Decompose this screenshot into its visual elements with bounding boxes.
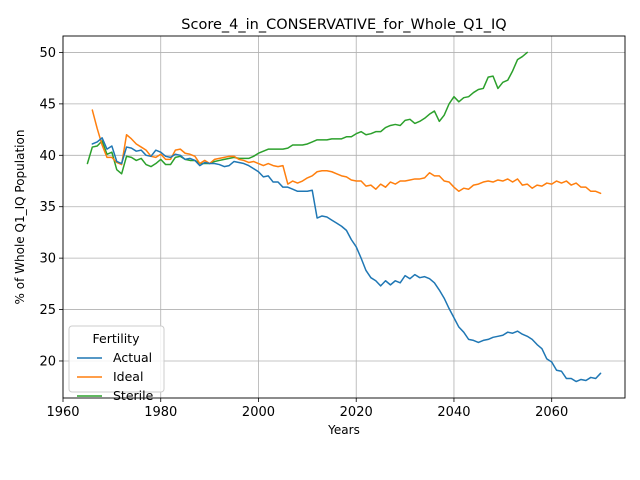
x-tick-label: 2020 (340, 405, 373, 420)
x-axis-title: Years (327, 423, 360, 437)
x-tick-label: 2040 (437, 405, 470, 420)
x-tick-label: 1980 (144, 405, 177, 420)
series-line-sterile (86, 51, 529, 175)
x-tick-label: 2000 (242, 405, 275, 420)
y-tick-label: 30 (39, 252, 56, 267)
legend-label-ideal: Ideal (113, 369, 143, 384)
y-tick-label: 45 (39, 97, 56, 112)
y-tick-label: 25 (39, 303, 56, 318)
grid (62, 36, 625, 398)
x-tick-label: 1960 (46, 405, 79, 420)
series-line-ideal (91, 109, 602, 195)
series-line-actual (91, 137, 602, 383)
y-axis: 20 25 30 35 40 45 50 (39, 46, 63, 369)
x-tick-label: 2060 (535, 405, 568, 420)
y-tick-label: 40 (39, 149, 56, 164)
legend-label-actual: Actual (113, 350, 152, 365)
legend-title: Fertility (93, 331, 141, 346)
y-axis-title: % of Whole Q1_IQ Population (13, 130, 27, 305)
legend-label-sterile: Sterile (113, 388, 154, 403)
y-tick-label: 20 (39, 354, 56, 369)
legend: Fertility Actual Ideal Sterile (68, 325, 165, 403)
legend-box (68, 325, 165, 393)
chart-title: Score_4_in_CONSERVATIVE_for_Whole_Q1_IQ (181, 17, 506, 33)
y-tick-label: 50 (39, 46, 56, 61)
plot-frame (62, 35, 626, 399)
x-axis: 1960 1980 2000 2020 2040 2060 (46, 398, 568, 420)
y-tick-label: 35 (39, 200, 56, 215)
series-layer (86, 51, 602, 383)
